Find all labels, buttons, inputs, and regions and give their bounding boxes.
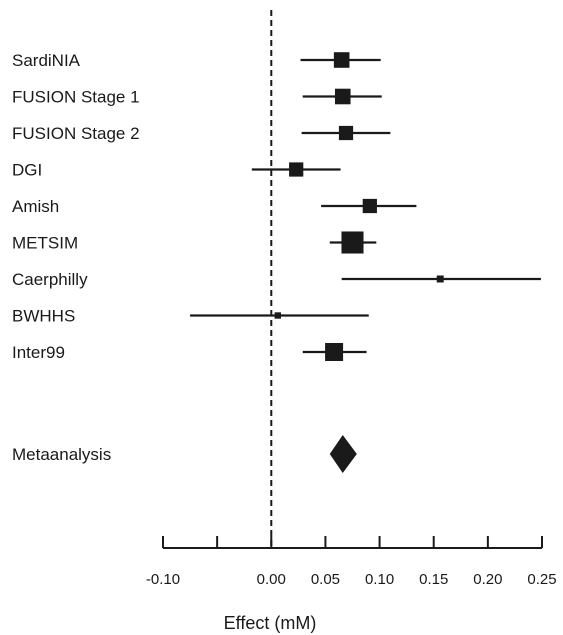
x-tick-label: -0.10 bbox=[146, 571, 180, 588]
study-label: FUSION Stage 1 bbox=[12, 88, 140, 107]
study-row: Caerphilly bbox=[12, 270, 541, 289]
effect-marker bbox=[338, 125, 354, 141]
effect-marker bbox=[289, 162, 304, 177]
summary-diamond bbox=[329, 435, 357, 473]
study-row: FUSION Stage 2 bbox=[12, 124, 391, 143]
study-label: BWHHS bbox=[12, 307, 75, 326]
x-tick-label: 0.25 bbox=[527, 571, 556, 588]
x-tick-label: 0.10 bbox=[365, 571, 394, 588]
effect-marker bbox=[325, 343, 344, 361]
x-axis-title: Effect (mM) bbox=[224, 613, 317, 633]
study-row: DGI bbox=[12, 161, 341, 180]
x-tick-label: 0.00 bbox=[257, 571, 286, 588]
study-label: Inter99 bbox=[12, 343, 65, 362]
study-rows: SardiNIA FUSION Stage 1 FUSION Stage 2 DGI A… bbox=[12, 51, 541, 362]
study-label: METSIM bbox=[12, 234, 78, 253]
study-label: Caerphilly bbox=[12, 270, 88, 289]
study-label: Amish bbox=[12, 197, 59, 216]
x-tick-label: 0.20 bbox=[473, 571, 502, 588]
study-label: DGI bbox=[12, 161, 42, 180]
summary-label: Metaanalysis bbox=[12, 445, 111, 464]
x-axis: -0.10 0.00 0.05 0.10 0.15 0.20 0.25 Effect (mM… bbox=[146, 536, 557, 633]
effect-marker bbox=[333, 52, 350, 68]
study-label: FUSION Stage 2 bbox=[12, 124, 140, 143]
study-row: SardiNIA bbox=[12, 51, 381, 70]
study-row: Inter99 bbox=[12, 343, 367, 362]
x-tick-label: 0.15 bbox=[419, 571, 448, 588]
x-axis-ticks: -0.10 0.00 0.05 0.10 0.15 0.20 0.25 bbox=[146, 536, 557, 588]
effect-marker bbox=[274, 312, 281, 319]
study-row: BWHHS bbox=[12, 307, 369, 326]
summary-row: Metaanalysis bbox=[12, 435, 357, 473]
effect-marker bbox=[436, 275, 444, 283]
effect-marker bbox=[341, 231, 364, 254]
study-row: FUSION Stage 1 bbox=[12, 88, 382, 107]
study-row: Amish bbox=[12, 197, 417, 216]
study-label: SardiNIA bbox=[12, 51, 81, 70]
x-tick-label: 0.05 bbox=[311, 571, 340, 588]
effect-marker bbox=[362, 198, 377, 214]
study-row: METSIM bbox=[12, 231, 377, 254]
effect-marker bbox=[334, 88, 351, 105]
